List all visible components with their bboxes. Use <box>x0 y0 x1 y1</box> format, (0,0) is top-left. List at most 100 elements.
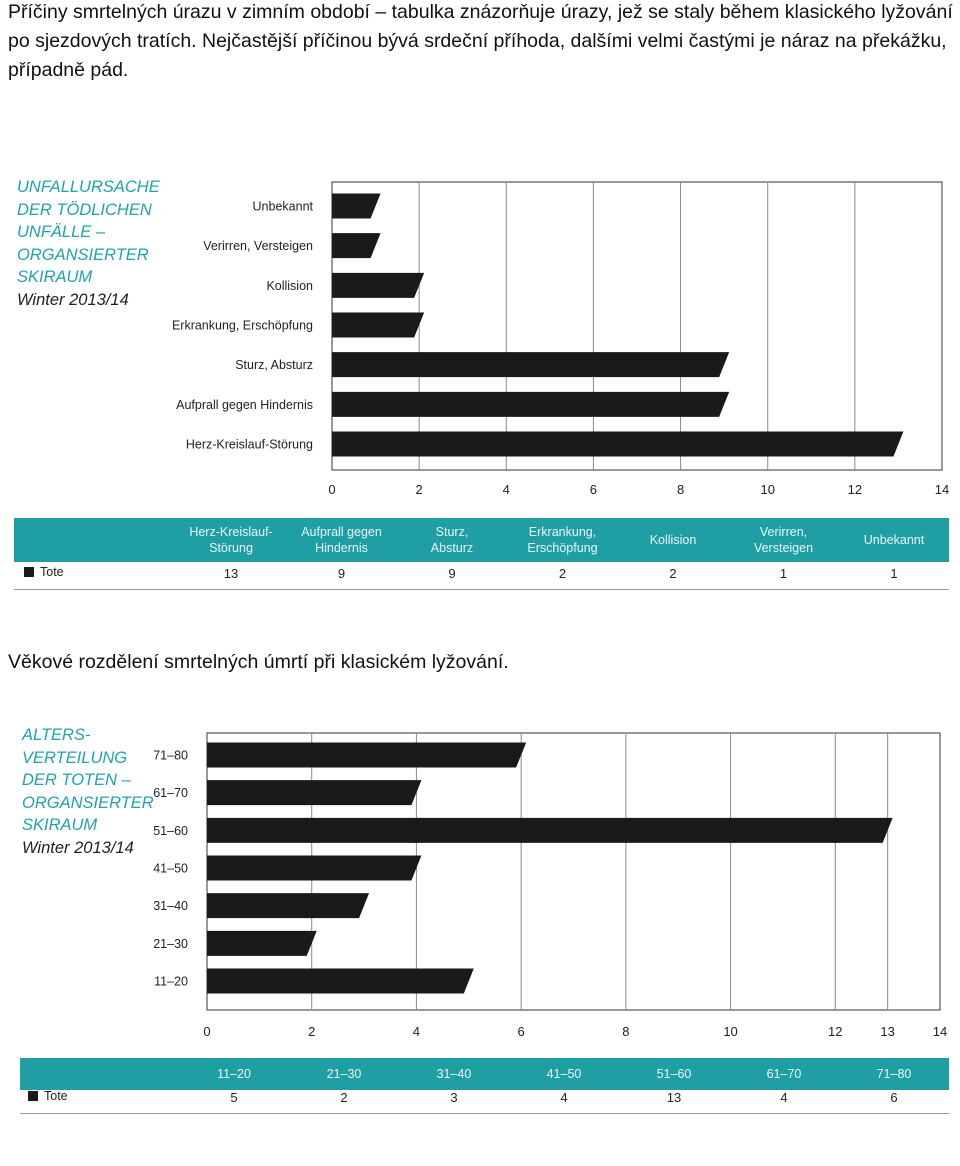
table-header-label: Erkrankung, Erschöpfung <box>508 524 618 556</box>
bar <box>332 312 425 338</box>
table-header-line: Sturz, <box>435 525 469 539</box>
x-tick-label: 6 <box>590 482 597 497</box>
category-label: Verirren, Versteigen <box>203 239 313 253</box>
category-label: Sturz, Absturz <box>235 358 313 372</box>
table-header-label: 31–40 <box>399 1066 509 1082</box>
table-header-line: Hindernis <box>315 541 368 555</box>
table-header-line: 21–30 <box>326 1067 362 1081</box>
chart-1-tote-label: Tote <box>40 565 64 579</box>
category-label: 11–20 <box>154 975 188 989</box>
bar <box>332 233 381 259</box>
chart-1-subtitle: Winter 2013/14 <box>17 290 129 309</box>
table-header-label: Aufprall gegen Hindernis <box>287 524 397 556</box>
tote-value: 4 <box>780 1090 788 1105</box>
category-label: Herz-Kreislauf-Störung <box>186 438 313 452</box>
x-tick-label: 4 <box>503 482 510 497</box>
table-header-line: Aufprall gegen <box>301 525 382 539</box>
tote-value: 5 <box>230 1090 238 1105</box>
tote-value: 3 <box>450 1090 458 1105</box>
table-header-line: Herz-Kreislauf- <box>189 525 273 539</box>
table-header-line: Versteigen <box>753 541 814 555</box>
chart-2-tote-label: Tote <box>44 1089 68 1103</box>
category-label: Erkrankung, Erschöpfung <box>172 319 313 333</box>
chart-2-table-header-band <box>20 1058 949 1090</box>
chart-2-table-rule <box>20 1113 949 1114</box>
chart-1-table-header-band <box>14 518 949 562</box>
x-tick-label: 14 <box>935 482 949 497</box>
chart-1-plot: 0 2 4 6 8 10 12 14 Unbekannt Verirren, Versteigen… <box>172 181 949 497</box>
category-label: 71–80 <box>153 749 188 763</box>
table-header-line: 31–40 <box>436 1067 472 1081</box>
chart-1-title: UNFALLURSACHE DER TÖDLICHEN UNFÄLLE – OR… <box>17 176 160 311</box>
x-tick-label: 0 <box>203 1024 210 1039</box>
bar <box>207 893 370 919</box>
bar <box>332 391 730 417</box>
category-label: 31–40 <box>153 899 188 913</box>
bar <box>332 272 425 298</box>
table-header-line: Störung <box>209 541 253 555</box>
category-label: 21–30 <box>153 937 188 951</box>
category-label: Unbekannt <box>253 200 314 214</box>
tote-value: 6 <box>890 1090 898 1105</box>
chart-2-title-line: SKIRAUM <box>22 816 98 834</box>
chart-1-title-line: ORGANSIERTER <box>17 245 149 264</box>
chart-2-plot: 0 2 4 6 8 10 12 13 14 71–80 61–70 51–60 41–50 31–40 21… <box>153 732 947 1039</box>
chart-2-tote-legend: Tote <box>28 1089 68 1103</box>
bar <box>207 817 893 843</box>
bar <box>207 780 422 806</box>
x-tick-label: 2 <box>308 1024 315 1039</box>
table-header-line: Verirren, <box>759 525 808 539</box>
legend-square-icon <box>24 567 34 577</box>
category-label: 41–50 <box>153 862 188 876</box>
tote-value: 9 <box>448 566 456 581</box>
tote-value: 2 <box>558 566 567 581</box>
chart-1-title-line: SKIRAUM <box>17 268 93 286</box>
tote-value: 4 <box>560 1090 568 1105</box>
x-tick-label: 10 <box>760 482 774 497</box>
chart-2-title-line: ALTERS- <box>22 726 91 744</box>
chart-2-title-line: ORGANSIERTER <box>22 793 154 812</box>
table-header-label: Unbekannt <box>839 532 949 548</box>
category-label: 51–60 <box>153 824 188 838</box>
table-header-line: 61–70 <box>766 1067 802 1081</box>
x-tick-label: 6 <box>518 1024 525 1039</box>
table-header-line: 11–20 <box>217 1067 251 1081</box>
tote-value: 13 <box>666 1090 682 1105</box>
chart-1-title-line: UNFÄLLE – <box>17 223 106 241</box>
bar <box>207 742 527 768</box>
x-tick-label: 8 <box>677 482 684 497</box>
tote-value: 2 <box>669 566 677 581</box>
table-header-line: Erschöpfung <box>527 541 598 555</box>
tote-value: 13 <box>223 566 239 581</box>
table-header-label: 41–50 <box>509 1066 619 1082</box>
chart-1-title-line: DER TÖDLICHEN <box>17 200 152 219</box>
table-header-line: Erkrankung, <box>528 525 597 539</box>
x-tick-label: 8 <box>622 1024 629 1039</box>
table-header-line: 71–80 <box>876 1067 912 1081</box>
x-tick-label: 13 <box>880 1024 894 1039</box>
x-tick-label: 10 <box>723 1024 737 1039</box>
table-header-label: Sturz, Absturz <box>397 524 507 556</box>
bar <box>207 968 474 994</box>
chart-2-title-line: DER TOTEN – <box>22 771 131 789</box>
chart-2-subtitle: Winter 2013/14 <box>22 838 134 857</box>
category-label: Kollision <box>266 279 313 293</box>
chart-2-title-line: VERTEILUNG <box>22 748 128 767</box>
table-header-label: Kollision <box>618 532 728 548</box>
x-tick-label: 12 <box>848 482 862 497</box>
chart-1-table-rule <box>14 589 949 590</box>
table-header-label: 71–80 <box>839 1066 949 1082</box>
table-header-line: Absturz <box>430 541 474 555</box>
table-header-label: 21–30 <box>289 1066 399 1082</box>
x-tick-label: 14 <box>933 1024 947 1039</box>
table-header-label: 11–20 <box>179 1066 289 1082</box>
table-header-line: Unbekannt <box>863 533 925 547</box>
tote-value: 1 <box>779 566 788 581</box>
legend-square-icon <box>28 1091 38 1101</box>
x-tick-label: 4 <box>413 1024 420 1039</box>
category-label: Aufprall gegen Hindernis <box>176 398 313 412</box>
table-header-label: Verirren, Versteigen <box>729 524 839 556</box>
x-tick-label: 2 <box>416 482 423 497</box>
tote-value: 1 <box>890 566 898 581</box>
table-header-label: 61–70 <box>729 1066 839 1082</box>
